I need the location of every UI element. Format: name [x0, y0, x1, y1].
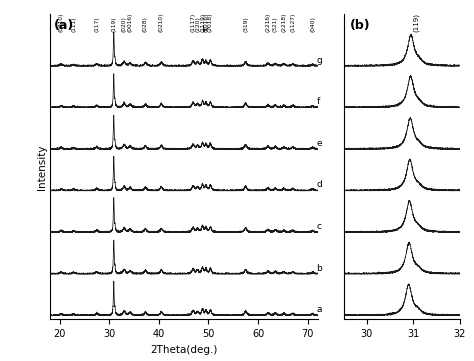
- Text: (111): (111): [71, 17, 76, 32]
- Text: (2218): (2218): [282, 13, 286, 32]
- Text: (1127): (1127): [290, 13, 295, 32]
- Text: (a): (a): [54, 19, 74, 32]
- Text: b: b: [317, 264, 322, 273]
- Text: (319): (319): [243, 16, 248, 32]
- Text: d: d: [317, 180, 322, 190]
- Text: (0016): (0016): [128, 13, 133, 32]
- Text: (2016): (2016): [203, 13, 209, 32]
- Text: f: f: [317, 97, 320, 106]
- Text: (0210): (0210): [159, 13, 164, 32]
- Text: (220): (220): [195, 16, 200, 32]
- Text: (020): (020): [122, 16, 127, 32]
- Text: g: g: [317, 56, 322, 65]
- Text: (b): (b): [349, 19, 370, 32]
- Text: (1117): (1117): [191, 13, 196, 32]
- Text: (321): (321): [273, 16, 278, 32]
- Text: (117): (117): [94, 17, 100, 32]
- Text: (040): (040): [310, 16, 315, 32]
- X-axis label: 2Theta(deg.): 2Theta(deg.): [150, 345, 218, 355]
- Text: (1119): (1119): [200, 13, 205, 32]
- Text: (2216): (2216): [265, 13, 271, 32]
- Text: (028): (028): [143, 16, 148, 32]
- Text: e: e: [317, 139, 322, 148]
- Text: (0010): (0010): [59, 13, 64, 32]
- Text: (119): (119): [412, 13, 419, 32]
- Text: (119): (119): [111, 17, 116, 32]
- Y-axis label: Intensity: Intensity: [37, 144, 47, 190]
- Text: a: a: [317, 305, 322, 314]
- Text: c: c: [317, 222, 321, 231]
- Text: (2018): (2018): [208, 13, 213, 32]
